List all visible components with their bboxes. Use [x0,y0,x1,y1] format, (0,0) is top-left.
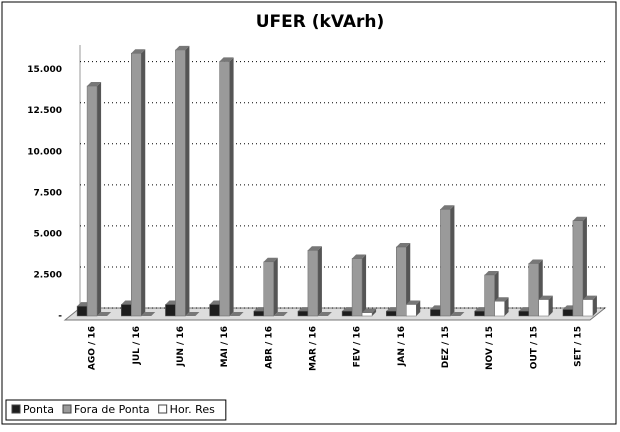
bar [494,300,505,317]
bar-top [263,257,278,262]
y-tick-label: 15.000 [27,65,62,75]
legend-box [5,399,227,421]
x-tick-label: JUN / 16 [176,326,186,367]
legend-label: Ponta [23,403,54,416]
x-tick-label: JUL / 16 [132,326,142,365]
y-tick-label: 12.500 [27,106,62,116]
bar-top [440,205,455,210]
bar [528,263,539,317]
bar-top [141,312,156,316]
bar-top [484,270,499,275]
bar [406,304,417,317]
x-tick-label: FEV / 16 [353,326,363,367]
bar-top [219,57,234,62]
bar [582,299,594,317]
bar [341,310,353,317]
bar-top [317,312,332,316]
bar [572,220,584,317]
y-tick-label: 10.000 [27,147,62,157]
bar-side [97,82,102,316]
bar [361,312,373,317]
bar-top [494,297,509,302]
y-tick-label: 5.000 [34,229,62,239]
bar-side [548,295,553,316]
x-tick-label: ABR / 16 [264,326,274,369]
bar [297,310,309,317]
bar [396,246,407,317]
bar-top [396,243,411,248]
bar-top [87,82,102,87]
bar [175,49,186,317]
x-tick-label: SET / 15 [573,326,583,367]
bar-side [185,45,190,316]
bar [518,310,529,317]
bar-top [528,259,543,264]
bar [76,305,88,317]
bar-top [362,308,377,313]
bar [484,274,495,317]
bar-top [450,312,465,316]
bar [121,304,132,317]
bar-top [185,312,200,316]
bar [440,208,451,317]
bar-side [141,49,146,316]
legend-label: Hor. Res [170,403,215,416]
bar [386,310,397,317]
y-tick-label: - [58,312,62,322]
bar-top [175,45,190,50]
bar-side [450,205,455,316]
bar-top [352,254,367,259]
bar [263,261,274,317]
bar-top [406,300,421,305]
bar [219,61,230,317]
legend-swatch [62,404,72,414]
bar [165,304,176,317]
bar-side [416,300,421,316]
x-tick-label: DEZ / 15 [441,326,451,368]
bar [209,304,220,317]
x-tick-label: OUT / 15 [529,326,539,369]
x-tick-label: MAR / 16 [308,326,318,371]
bar-top [229,312,244,316]
bar [562,309,574,317]
y-tick-label: 2.500 [34,270,62,280]
bar-side [229,57,234,316]
bar-top [582,295,597,300]
x-tick-label: NOV / 15 [485,326,495,370]
bar-side [504,297,509,316]
bar-top [572,216,587,221]
x-tick-label: MAI / 16 [220,326,230,367]
bar-side [592,295,597,316]
bar [253,310,264,317]
frame [1,1,617,425]
bar-side [372,308,377,316]
bar-side [362,254,367,316]
x-tick-label: JAN / 16 [397,326,407,367]
bar [351,258,363,317]
chart-title: UFER (kVArh) [256,12,385,32]
bar [131,52,142,317]
bar [307,250,319,317]
bar-top [273,312,288,316]
bar-top [97,312,112,316]
bar-top [307,246,322,251]
bar [86,85,98,317]
bar [474,310,485,317]
bar-top [538,295,553,300]
bar [430,309,441,317]
bar-side [317,246,322,316]
bar-side [406,243,411,316]
bar-side [273,257,278,316]
bar [538,299,549,317]
bar-side [582,216,587,316]
x-tick-label: AGO / 16 [88,326,98,370]
legend-swatch [11,404,21,414]
y-tick-label: 7.500 [34,188,62,198]
bar-top [131,49,146,54]
legend-label: Fora de Ponta [74,403,150,416]
legend-swatch [158,404,168,414]
